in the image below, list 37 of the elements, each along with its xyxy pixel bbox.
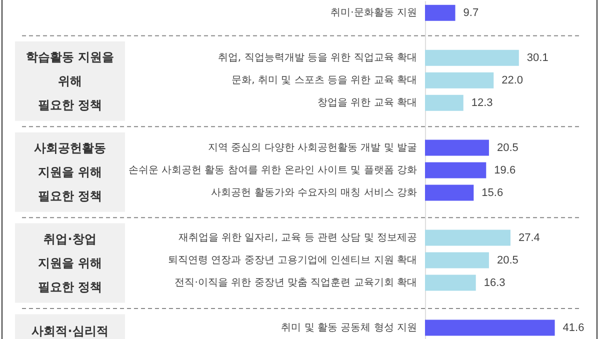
data-label: 27.4 (518, 232, 540, 244)
bar (425, 72, 494, 88)
data-label: 12.3 (471, 96, 493, 109)
data-label: 22.0 (502, 74, 524, 86)
y-tick-label: 손쉬운 사회공헌 활동 참여를 위한 온라인 사이트 및 플랫폼 강화 (128, 164, 417, 176)
bar (425, 162, 486, 178)
bar (425, 140, 489, 156)
text: 사회공헌활동 지원을 위해 필요한 정책 (34, 141, 106, 204)
data-label: 20.5 (496, 254, 518, 266)
text: 학습활동 지원을 위해 필요한 정책 (26, 50, 114, 112)
y-tick-label: 문화, 취미 및 스포츠 등을 위한 교육 확대 (232, 74, 417, 86)
y-tick-label: 취미 및 활동 공동체 형성 지원 (281, 322, 417, 334)
bar (425, 4, 456, 21)
data-label: 15.6 (482, 186, 504, 199)
y-tick-label: 지역 중심의 다양한 사회공헌활동 개발 및 발굴 (208, 142, 417, 154)
bar (425, 320, 555, 336)
bar (425, 184, 474, 201)
text: 취업·창업 지원을 위해 필요한 정책 (38, 232, 102, 294)
bar (425, 230, 510, 246)
data-label: 19.6 (494, 164, 516, 176)
y-tick-label: 사회공헌 활동가와 수요자의 매칭 서비스 강화 (211, 187, 417, 198)
bar (425, 274, 476, 291)
text: 사회적·심리적 (32, 324, 108, 338)
y-tick-label: 창업을 위한 교육 확대 (317, 97, 417, 108)
y-tick-label: 취업, 직업능력개발 등을 위한 직업교육 확대 (218, 52, 417, 64)
y-tick-label: 취미·문화활동 지원 (330, 7, 417, 18)
data-label: 41.6 (562, 322, 584, 334)
y-tick-label: 재취업을 위한 일자리, 교육 등 관련 상담 및 정보제공 (178, 232, 417, 244)
data-label: 9.7 (463, 6, 479, 19)
y-tick-label: 전직·이직을 위한 중장년 맞춤 직업훈련 교육기회 확대 (174, 277, 417, 288)
bar (425, 94, 464, 111)
bar (425, 252, 489, 268)
bar (425, 50, 519, 66)
data-label: 20.5 (496, 142, 518, 154)
data-label: 30.1 (526, 52, 548, 64)
data-label: 16.3 (484, 276, 506, 289)
y-tick-label: 퇴직연령 연장과 중장년 고용기업에 인센티브 지원 확대 (168, 254, 417, 266)
